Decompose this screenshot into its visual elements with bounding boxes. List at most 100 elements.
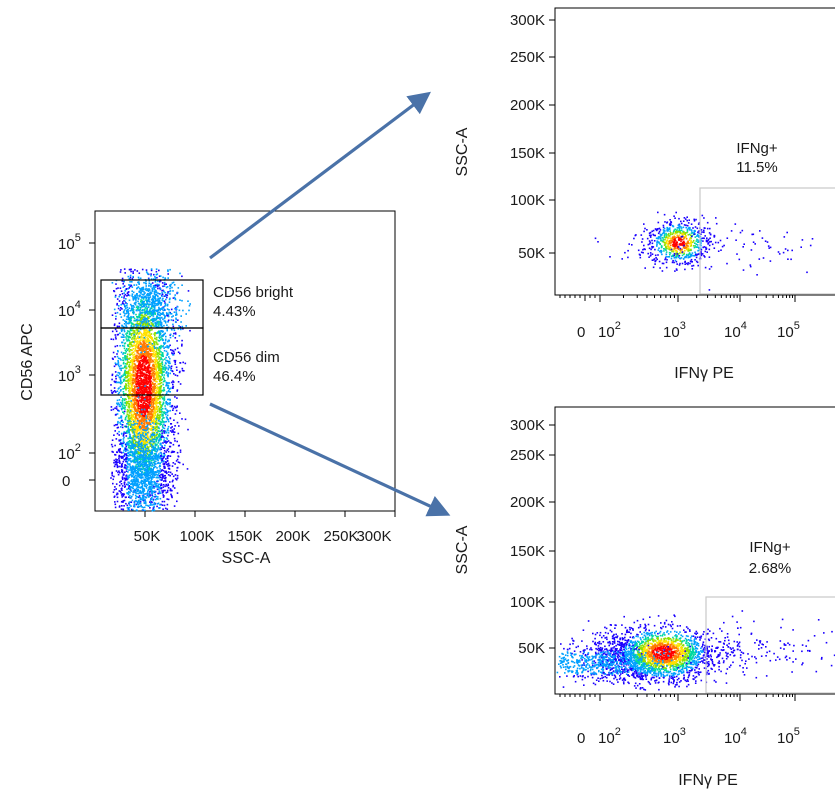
left-event-461 [138,278,140,281]
left-event-917 [165,371,168,373]
left-event-740 [134,294,136,297]
left-event-1142 [161,424,164,427]
left-event-463 [166,328,168,330]
left-event-66 [113,465,116,468]
left-event-3116 [150,361,153,363]
left-event-2588 [155,371,158,373]
left-event-3148 [152,374,154,377]
left-event-56 [179,370,181,373]
left-event-1563 [155,440,158,442]
left-event-3252 [138,415,141,418]
left-event-562 [122,451,125,454]
left-event-586 [143,281,145,284]
left-tail-event-15 [176,469,178,472]
left-event-405 [169,344,171,347]
left-event-2268 [132,345,134,347]
left-event-1773 [153,442,155,444]
left-tail-event-631 [151,487,153,489]
left-event-3032 [132,379,135,382]
left-event-80 [161,500,164,503]
left-event-539 [135,284,138,286]
left-event-774 [156,304,158,306]
left-event-134 [122,283,124,285]
left-event-2897 [140,427,142,430]
left-event-802 [119,367,121,370]
left-tail-event-869 [146,424,149,426]
left-event-1201 [143,467,145,470]
left-tail-event-741 [136,436,139,438]
left-event-3708 [141,362,144,365]
left-tail-event-383 [129,494,131,497]
left-tail-event-4 [178,461,181,464]
left-tail-event-896 [146,480,148,482]
left-event-2113 [142,446,145,448]
left-tail-event-376 [157,496,159,498]
left-tail-event-352 [128,476,130,479]
left-event-1006 [158,448,161,451]
left-event-251 [154,496,156,498]
left-tail-event-716 [136,509,138,512]
left-event-364 [137,496,140,499]
left-event-191 [121,293,124,295]
left-tail-event-281 [126,432,128,434]
left-tail-event-275 [160,484,162,487]
left-event-240 [150,501,153,503]
left-event-283 [122,301,124,303]
left-event-3655 [136,385,139,388]
left-event-2512 [143,332,146,334]
left-event-2874 [132,395,134,398]
left-event-472 [116,355,119,358]
left-event-1014 [157,317,159,320]
left-tail-event-485 [131,467,134,470]
left-event-971 [128,317,130,320]
left-event-925 [132,466,135,468]
left-event-2634 [135,343,138,346]
left-event-183 [162,285,164,288]
left-event-2769 [131,385,133,388]
left-event-3294 [151,373,153,376]
left-event-481 [136,488,138,491]
left-event-793 [155,303,158,305]
left-event-324 [128,485,130,487]
left-event-3808 [143,366,146,369]
left-event-2033 [158,367,161,370]
left-tail-event-345 [157,488,160,490]
left-tail-event-309 [127,466,129,469]
left-tail-event-478 [154,493,156,496]
left-event-2747 [153,361,156,364]
left-event-141 [158,269,160,272]
left-event-4004 [142,380,145,382]
left-tail-event-706 [149,499,152,501]
left-event-1009 [165,381,168,384]
left-event-2803 [137,425,139,427]
left-tail-event-176 [122,442,124,444]
left-event-808 [140,479,143,482]
left-tail-event-884 [139,465,141,468]
left-event-2394 [155,408,158,411]
left-event-3524 [137,400,139,402]
left-event-383 [115,413,117,416]
left-event-441 [122,457,124,459]
left-event-637 [123,449,125,452]
left-event-2465 [133,425,136,428]
left-event-1596 [127,345,129,348]
left-event-1195 [128,444,130,447]
left-event-1320 [161,418,163,421]
left-event-2583 [153,352,155,354]
left-tail-event-449 [155,498,157,501]
left-event-1801 [159,407,162,409]
left-event-1943 [158,358,160,360]
left-event-2382 [153,421,156,423]
left-event-671 [159,309,161,311]
left-event-3084 [141,424,143,426]
left-event-753 [147,290,150,293]
left-event-1440 [127,429,129,431]
left-event-1359 [126,339,129,342]
left-event-2162 [158,374,160,377]
left-event-1588 [125,365,127,367]
left-event-3607 [137,372,139,374]
left-event-1114 [160,336,163,338]
left-tail-event-71 [169,445,172,448]
left-event-1976 [129,418,131,421]
left-event-1457 [123,379,126,381]
